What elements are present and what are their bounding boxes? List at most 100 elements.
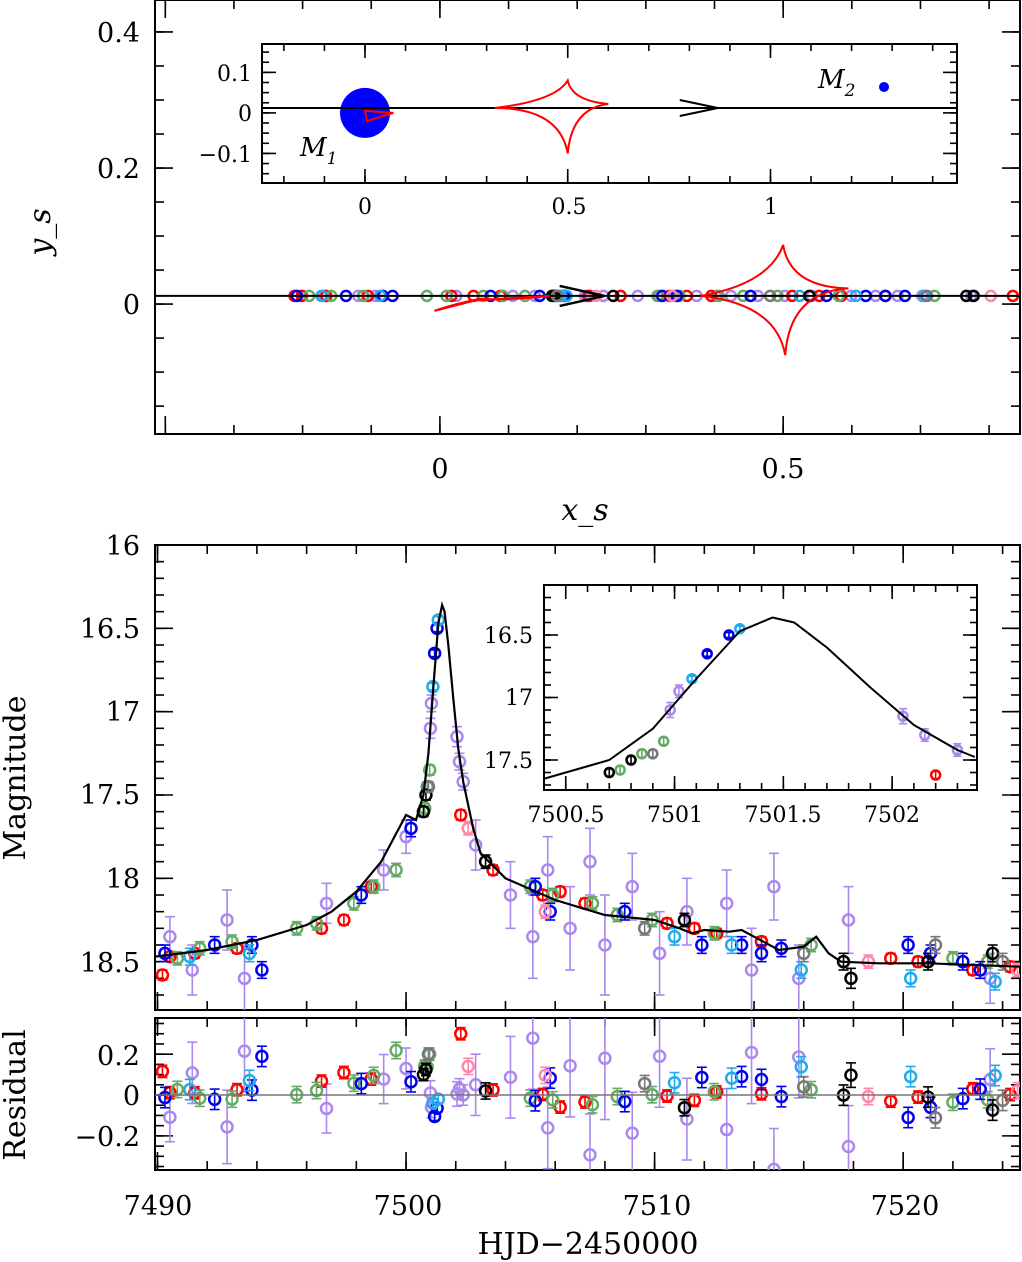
xtick-label: 0 <box>431 454 448 485</box>
plot-area <box>155 1018 1020 1170</box>
xtick-label: 7510 <box>623 1191 692 1222</box>
xtick-label: 7490 <box>124 1191 193 1222</box>
data-point <box>319 1101 334 1116</box>
residual-panel <box>154 1017 1021 1171</box>
data-point <box>901 1110 915 1125</box>
data-point <box>767 879 781 894</box>
data-point <box>319 896 334 911</box>
caustic-curve <box>434 294 550 312</box>
data-point <box>421 779 436 794</box>
data-point <box>453 1026 468 1041</box>
data-point <box>625 879 639 894</box>
data-point <box>841 913 856 927</box>
data-point <box>158 1090 172 1105</box>
data-point <box>844 1068 858 1082</box>
y-axis-label: y_s <box>23 208 58 257</box>
data-point <box>598 1051 612 1065</box>
y-axis-label: Magnitude <box>0 695 33 860</box>
data-point <box>453 808 468 822</box>
data-point <box>478 854 493 869</box>
caustic-curve <box>700 244 849 356</box>
data-point <box>468 1078 483 1092</box>
data-point <box>585 896 600 911</box>
data-point <box>538 1068 552 1083</box>
data-point <box>988 1068 1002 1083</box>
y-axis-label: Residual <box>0 1029 33 1160</box>
data-point <box>289 921 304 936</box>
data-point <box>389 1043 403 1058</box>
ytick-label: 0.4 <box>97 18 140 49</box>
xtick-label: 0.5 <box>762 454 805 485</box>
xtick-label: 7520 <box>871 1191 940 1222</box>
data-point <box>794 963 809 977</box>
data-point <box>928 1111 943 1125</box>
data-point <box>354 888 369 902</box>
data-point <box>553 884 567 899</box>
data-point <box>583 1148 597 1162</box>
ytick-label: 16 <box>106 531 140 562</box>
ytick-label: 16.5 <box>80 614 140 645</box>
data-point <box>897 710 909 722</box>
trajectory-arrow <box>679 99 718 118</box>
data-point <box>951 744 964 756</box>
inset-xtick-label: 7501 <box>647 803 703 828</box>
data-point <box>995 954 1010 969</box>
data-point <box>503 1070 518 1084</box>
x-axis-label: x_s <box>561 493 608 528</box>
data-point <box>421 1047 436 1061</box>
ytick-label: 17.5 <box>80 780 140 811</box>
plot-frame <box>543 584 978 791</box>
ytick-label: 0 <box>123 290 140 321</box>
data-point <box>701 648 713 660</box>
inset-ytick-label: −0.1 <box>199 143 252 168</box>
data-point <box>585 1097 600 1112</box>
data-point <box>667 929 682 944</box>
ytick-label: 18.5 <box>80 948 140 979</box>
data-point <box>422 763 437 777</box>
inset-xtick-label: 0.5 <box>552 195 587 220</box>
data-point <box>724 938 739 952</box>
light-curve-inset <box>543 584 978 791</box>
data-point <box>347 1076 361 1090</box>
inset-xtick-label: 0 <box>358 195 372 220</box>
data-point <box>625 754 637 766</box>
data-point <box>673 685 685 697</box>
caustic-curve <box>363 109 394 123</box>
data-point <box>376 863 391 877</box>
data-point <box>563 1059 577 1073</box>
plot-area <box>155 244 1020 356</box>
data-point <box>861 1089 876 1104</box>
data-point <box>192 1091 207 1105</box>
data-point <box>354 1076 369 1091</box>
model-curve <box>544 616 976 780</box>
inset-xtick-label: 7500.5 <box>528 803 605 828</box>
data-point <box>526 929 540 944</box>
x-axis-label: HJD−2450000 <box>478 1227 699 1262</box>
data-point <box>366 1068 381 1083</box>
data-point <box>707 926 722 941</box>
inset-xtick-label: 7501.5 <box>745 803 822 828</box>
xtick-label: 7500 <box>374 1191 443 1222</box>
data-point <box>242 946 257 961</box>
inset-xtick-label: 1 <box>764 195 778 220</box>
data-point <box>207 938 222 952</box>
data-point <box>255 1049 269 1064</box>
data-point <box>903 1069 918 1084</box>
data-point <box>724 1071 739 1086</box>
data-point <box>431 1092 446 1106</box>
data-point <box>526 1031 540 1045</box>
data-point <box>220 913 234 927</box>
data-point <box>956 1091 970 1106</box>
data-point <box>337 913 351 927</box>
ytick-label: 0.2 <box>97 154 140 185</box>
data-point <box>185 1066 200 1080</box>
data-point <box>903 971 918 986</box>
data-point <box>652 946 667 961</box>
plot-frame <box>154 1017 1021 1171</box>
data-point <box>657 735 670 747</box>
data-point <box>545 888 560 902</box>
data-point <box>797 946 811 961</box>
data-point <box>603 766 616 779</box>
inset-xtick-label: 7502 <box>864 803 920 828</box>
